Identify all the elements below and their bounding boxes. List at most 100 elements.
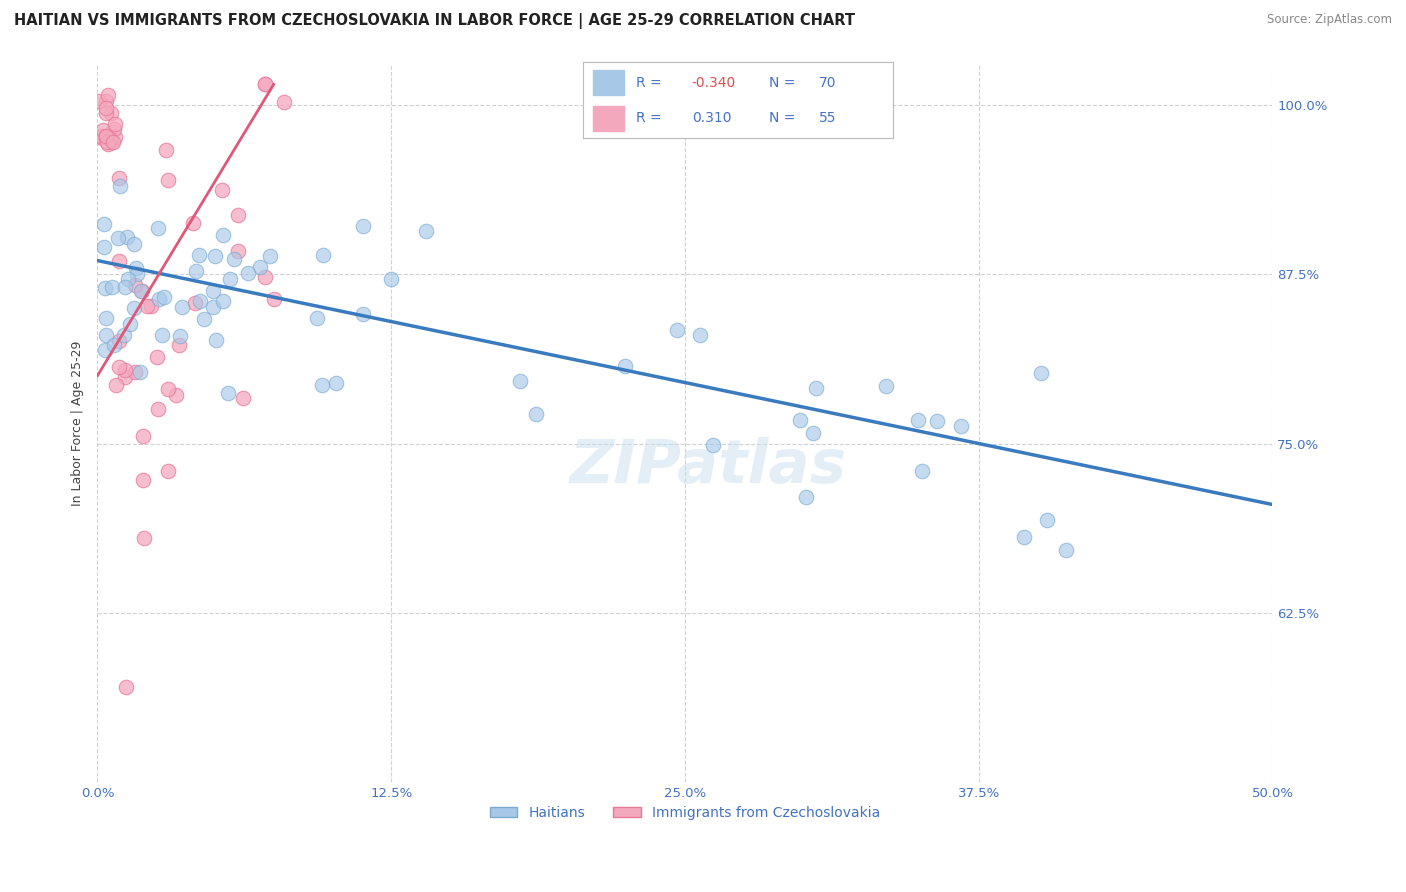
Point — [188, 293, 211, 308]
Point — [94, 328, 117, 343]
Point — [188, 248, 211, 262]
Point — [96, 136, 118, 150]
Point — [107, 170, 129, 185]
Point — [801, 425, 824, 440]
Point — [665, 323, 688, 337]
Point — [114, 369, 136, 384]
Point — [806, 381, 828, 395]
Point — [96, 137, 118, 152]
Point — [122, 236, 145, 251]
Point — [94, 128, 117, 143]
Point — [94, 94, 117, 108]
Point — [949, 419, 972, 434]
Point — [217, 386, 239, 401]
Point — [94, 106, 117, 120]
Point — [103, 121, 125, 136]
Point — [1054, 542, 1077, 557]
Text: ZIPatlas: ZIPatlas — [569, 437, 846, 496]
Point — [232, 391, 254, 405]
Point — [94, 281, 117, 295]
Point — [202, 300, 225, 314]
Text: N =: N = — [769, 76, 800, 90]
Legend: Haitians, Immigrants from Czechoslovakia: Haitians, Immigrants from Czechoslovakia — [484, 801, 886, 826]
Point — [875, 378, 897, 392]
Point — [112, 328, 135, 343]
Point — [146, 221, 169, 235]
Point — [146, 351, 169, 365]
Point — [103, 337, 125, 351]
Point — [156, 464, 179, 478]
Point — [236, 266, 259, 280]
Point — [205, 334, 228, 348]
Point — [135, 299, 157, 313]
Point — [104, 130, 127, 145]
Point — [169, 328, 191, 343]
Point — [249, 260, 271, 274]
Point — [259, 249, 281, 263]
Point — [87, 94, 110, 108]
Point — [129, 365, 152, 379]
Point — [100, 106, 122, 120]
Point — [122, 301, 145, 316]
Text: R =: R = — [636, 76, 666, 90]
Point — [132, 473, 155, 487]
Point — [107, 334, 129, 349]
Point — [415, 224, 437, 238]
Point — [131, 284, 153, 298]
Point — [352, 307, 374, 321]
Text: 55: 55 — [818, 111, 837, 125]
Point — [125, 260, 148, 275]
Point — [114, 681, 136, 695]
Point — [311, 378, 333, 392]
Point — [1036, 513, 1059, 527]
Point — [134, 532, 156, 546]
Point — [204, 249, 226, 263]
Point — [108, 254, 131, 268]
Point — [94, 102, 117, 116]
Point — [211, 294, 233, 309]
Point — [101, 136, 124, 150]
Point — [273, 95, 295, 110]
Point — [108, 178, 131, 193]
Point — [101, 280, 124, 294]
Point — [183, 216, 205, 230]
Point — [117, 272, 139, 286]
Point — [157, 173, 180, 187]
Point — [911, 464, 934, 478]
Point — [167, 337, 190, 351]
Point — [90, 129, 112, 144]
Point — [100, 133, 122, 147]
Point — [794, 491, 817, 505]
Point — [1029, 367, 1052, 381]
Point — [114, 280, 136, 294]
Text: 70: 70 — [818, 76, 837, 90]
Point — [352, 219, 374, 234]
Y-axis label: In Labor Force | Age 25-29: In Labor Force | Age 25-29 — [72, 341, 84, 506]
Point — [907, 413, 929, 427]
Text: 0.310: 0.310 — [692, 111, 731, 125]
Point — [211, 228, 233, 243]
Point — [101, 135, 124, 149]
Point — [211, 183, 233, 197]
Point — [226, 244, 249, 258]
Point — [184, 264, 207, 278]
Text: -0.340: -0.340 — [692, 76, 735, 90]
Point — [104, 117, 127, 131]
Point — [115, 230, 138, 244]
Point — [150, 327, 173, 342]
Point — [325, 376, 347, 390]
Point — [201, 284, 224, 298]
Text: Source: ZipAtlas.com: Source: ZipAtlas.com — [1267, 13, 1392, 27]
Point — [380, 272, 402, 286]
Point — [219, 272, 242, 286]
Point — [132, 428, 155, 442]
Point — [253, 78, 276, 92]
Point — [93, 343, 115, 358]
Point — [312, 248, 335, 262]
Point — [172, 300, 194, 314]
Point — [702, 438, 724, 452]
Point — [254, 270, 277, 285]
Point — [524, 407, 547, 421]
Point — [105, 378, 128, 392]
Point — [93, 217, 115, 231]
